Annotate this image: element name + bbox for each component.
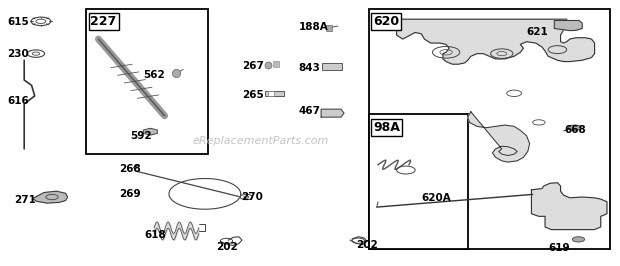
Bar (369, 9, 610, 250)
Text: 615: 615 (7, 17, 29, 27)
Text: 265: 265 (242, 90, 264, 100)
Text: 227: 227 (91, 15, 117, 28)
Text: 230: 230 (7, 49, 29, 59)
Text: 269: 269 (120, 189, 141, 199)
Text: 267: 267 (242, 61, 264, 70)
Text: 668: 668 (565, 125, 587, 135)
Bar (265, 91, 284, 97)
Text: 843: 843 (299, 63, 321, 73)
Text: 467: 467 (299, 106, 321, 115)
Polygon shape (554, 20, 582, 31)
Text: 592: 592 (131, 131, 153, 141)
Polygon shape (33, 191, 68, 203)
Text: eReplacementParts.com: eReplacementParts.com (192, 136, 329, 146)
Bar (369, 114, 467, 250)
Text: 562: 562 (143, 70, 165, 80)
Text: 620: 620 (373, 15, 399, 28)
Bar (268, 92, 274, 96)
Text: 619: 619 (548, 243, 570, 253)
Polygon shape (467, 112, 529, 162)
Text: 98A: 98A (373, 121, 400, 134)
Polygon shape (397, 19, 595, 64)
Text: 202: 202 (216, 242, 237, 252)
Text: 202: 202 (356, 240, 378, 251)
Text: 620A: 620A (422, 193, 451, 203)
Circle shape (572, 237, 585, 242)
Polygon shape (143, 128, 157, 135)
Circle shape (569, 125, 581, 130)
Text: 621: 621 (526, 27, 548, 38)
Bar (322, 63, 342, 70)
Bar (86, 9, 208, 154)
Text: 268: 268 (120, 164, 141, 174)
Text: 270: 270 (241, 192, 263, 202)
Polygon shape (321, 109, 344, 117)
Text: 618: 618 (144, 230, 166, 240)
Polygon shape (531, 183, 607, 230)
Text: 616: 616 (7, 96, 29, 106)
Text: 271: 271 (14, 195, 36, 205)
Text: 188A: 188A (299, 22, 329, 32)
